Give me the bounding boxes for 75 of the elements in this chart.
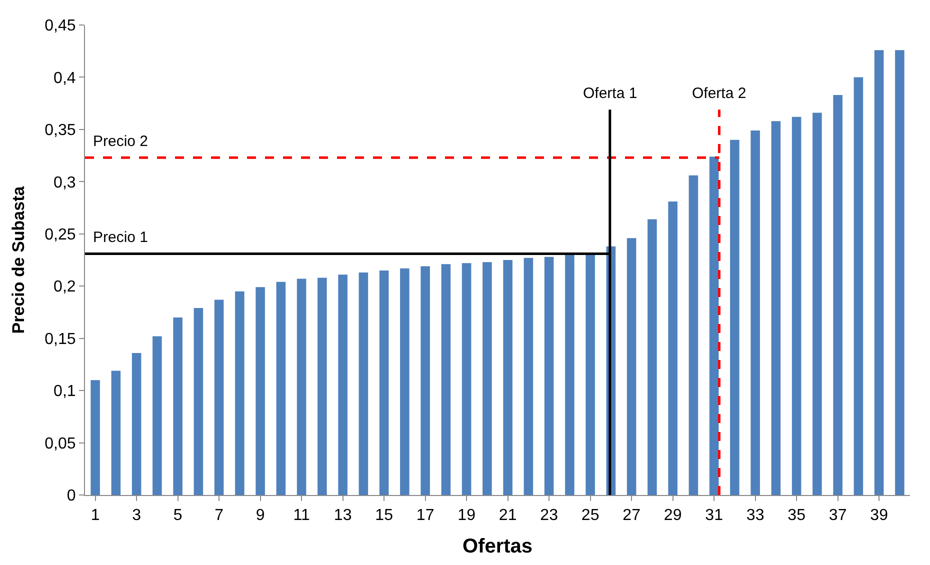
x-tick-label: 29 [664, 507, 682, 524]
bar [792, 116, 802, 495]
bar [833, 94, 842, 495]
x-tick-label: 13 [334, 507, 352, 524]
x-tick-label: 25 [581, 507, 600, 524]
bar [152, 336, 162, 495]
y-tick-label: 0,2 [54, 278, 76, 296]
bar [709, 156, 719, 495]
bar [771, 121, 781, 495]
x-tick-label: 5 [173, 507, 182, 524]
bar [524, 258, 534, 495]
x-tick-label: 19 [458, 507, 476, 524]
bar [296, 278, 306, 495]
x-tick-label: 37 [828, 507, 847, 524]
bar [111, 370, 121, 495]
bar [379, 270, 389, 495]
y-tick-label: 0,25 [44, 226, 76, 244]
bar [420, 266, 430, 495]
y-tick-label: 0 [66, 488, 76, 505]
x-tick-label: 9 [256, 507, 265, 524]
bar [586, 254, 595, 495]
x-tick-label: 7 [214, 507, 224, 524]
ref-line-label: Oferta 1 [583, 85, 638, 102]
bar [648, 219, 657, 495]
bar [214, 300, 224, 495]
bar [565, 254, 574, 495]
ref-line-label: Precio 2 [93, 133, 148, 150]
bar [812, 112, 822, 495]
x-tick-label: 33 [746, 507, 764, 524]
bar [668, 202, 678, 495]
bar [544, 256, 554, 495]
bar [482, 262, 492, 495]
x-tick-label: 21 [498, 507, 517, 524]
ref-line-label: Precio 1 [93, 229, 148, 246]
bar [276, 282, 286, 495]
bar [194, 308, 204, 495]
bar [90, 380, 100, 495]
x-tick-label: 39 [870, 507, 888, 524]
x-tick-label: 11 [293, 507, 310, 524]
bar [626, 238, 636, 495]
y-tick-label: 0,15 [44, 330, 76, 348]
x-tick-label: 31 [705, 507, 724, 524]
bar [173, 317, 182, 495]
x-axis-title: Ofertas [462, 536, 533, 558]
y-tick-label: 0,35 [44, 122, 76, 140]
y-tick-label: 0,45 [44, 18, 76, 35]
bar [462, 263, 472, 495]
bar [235, 291, 244, 495]
x-tick-label: 1 [90, 507, 100, 524]
ref-line-label: Oferta 2 [692, 85, 746, 102]
bar [730, 140, 740, 495]
bar [874, 50, 884, 495]
y-axis-title: Precio de Subasta [9, 186, 28, 334]
x-tick-label: 27 [622, 507, 641, 524]
bar [441, 264, 451, 495]
x-tick-label: 15 [375, 507, 394, 524]
y-tick-label: 0,1 [54, 383, 76, 400]
y-tick-label: 0,05 [44, 435, 76, 452]
bar [688, 175, 698, 495]
y-tick-label: 0,3 [54, 174, 76, 192]
bar [400, 268, 410, 495]
x-tick-label: 3 [132, 507, 142, 524]
bar [750, 130, 760, 495]
bar [854, 77, 864, 495]
bar [338, 274, 348, 495]
bar [132, 352, 142, 495]
y-tick-label: 0,4 [54, 70, 76, 87]
x-tick-label: 17 [416, 507, 434, 524]
bar [318, 278, 327, 495]
x-tick-label: 23 [540, 507, 558, 524]
bar [358, 272, 368, 495]
bar [503, 260, 512, 495]
bar [895, 50, 904, 495]
bar [256, 287, 265, 495]
x-tick-label: 35 [788, 507, 806, 524]
